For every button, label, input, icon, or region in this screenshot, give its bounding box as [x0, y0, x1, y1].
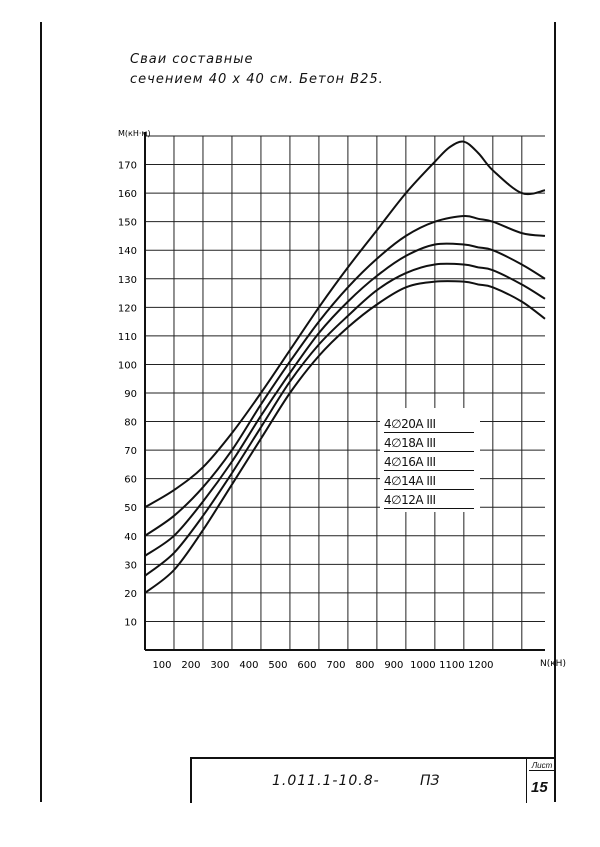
- legend: 4∅20А III 4∅18А III 4∅16А III 4∅14А III …: [380, 408, 480, 512]
- series-line: [144, 214, 546, 537]
- chart-ticks: 10 20 30 40 50 60 70 80 90 100 110 120 130 140 150 160 1…: [118, 161, 494, 671]
- sheet-box: Лист 15: [526, 759, 557, 803]
- sheet-label: Лист: [529, 761, 555, 771]
- x-tick-label: 1100: [439, 660, 464, 671]
- y-tick-label: 50: [124, 503, 137, 514]
- series-line: [144, 140, 546, 509]
- drawing-frame-left: [40, 22, 42, 802]
- y-tick-label: 140: [118, 246, 137, 257]
- drawing-frame-right: [554, 22, 556, 802]
- y-tick-label: 40: [124, 532, 137, 543]
- x-tick-label: 200: [181, 660, 200, 671]
- chart-grid: [144, 135, 545, 651]
- document-code: ПЗ: [420, 773, 440, 789]
- x-tick-label: 100: [152, 660, 171, 671]
- y-tick-label: 10: [124, 617, 137, 628]
- x-tick-label: 1000: [410, 660, 435, 671]
- x-tick-label: 900: [384, 660, 403, 671]
- legend-item: 4∅18А III: [384, 435, 474, 452]
- y-tick-label: 100: [118, 360, 137, 371]
- legend-item: 4∅20А III: [384, 416, 474, 433]
- y-tick-label: 70: [124, 446, 137, 457]
- sheet-number: 15: [531, 779, 548, 796]
- title-line-1: Сваи составные: [130, 52, 254, 67]
- series-line: [144, 262, 546, 577]
- y-tick-label: 60: [124, 475, 137, 486]
- title-line-2: сечением 40 х 40 см. Бетон В25.: [130, 72, 384, 87]
- y-tick-label: 170: [118, 161, 137, 172]
- x-tick-label: 400: [239, 660, 258, 671]
- x-tick-label: 600: [297, 660, 316, 671]
- x-tick-label: 700: [326, 660, 345, 671]
- legend-item: 4∅16А III: [384, 454, 474, 471]
- y-tick-label: 90: [124, 389, 137, 400]
- y-tick-label: 110: [118, 332, 137, 343]
- y-tick-label: 80: [124, 418, 137, 429]
- legend-item: 4∅12А III: [384, 492, 474, 509]
- legend-item: 4∅14А III: [384, 473, 474, 490]
- x-axis-label: N(кН): [540, 659, 566, 669]
- chart-lines: [144, 140, 546, 594]
- series-line: [144, 280, 546, 594]
- y-tick-label: 30: [124, 560, 137, 571]
- x-tick-label: 500: [268, 660, 287, 671]
- title-block-stamp: 1.011.1-10.8- ПЗ Лист 15: [190, 757, 556, 803]
- y-tick-label: 150: [118, 218, 137, 229]
- series-line: [144, 242, 546, 557]
- y-axis-label: М(кН·м): [118, 129, 151, 138]
- y-tick-label: 160: [118, 189, 137, 200]
- x-tick-label: 1200: [468, 660, 493, 671]
- chart-axes: [144, 132, 545, 651]
- y-tick-label: 130: [118, 275, 137, 286]
- y-tick-label: 120: [118, 303, 137, 314]
- y-tick-label: 20: [124, 589, 137, 600]
- x-tick-label: 300: [210, 660, 229, 671]
- document-number: 1.011.1-10.8-: [272, 773, 380, 789]
- x-tick-label: 800: [355, 660, 374, 671]
